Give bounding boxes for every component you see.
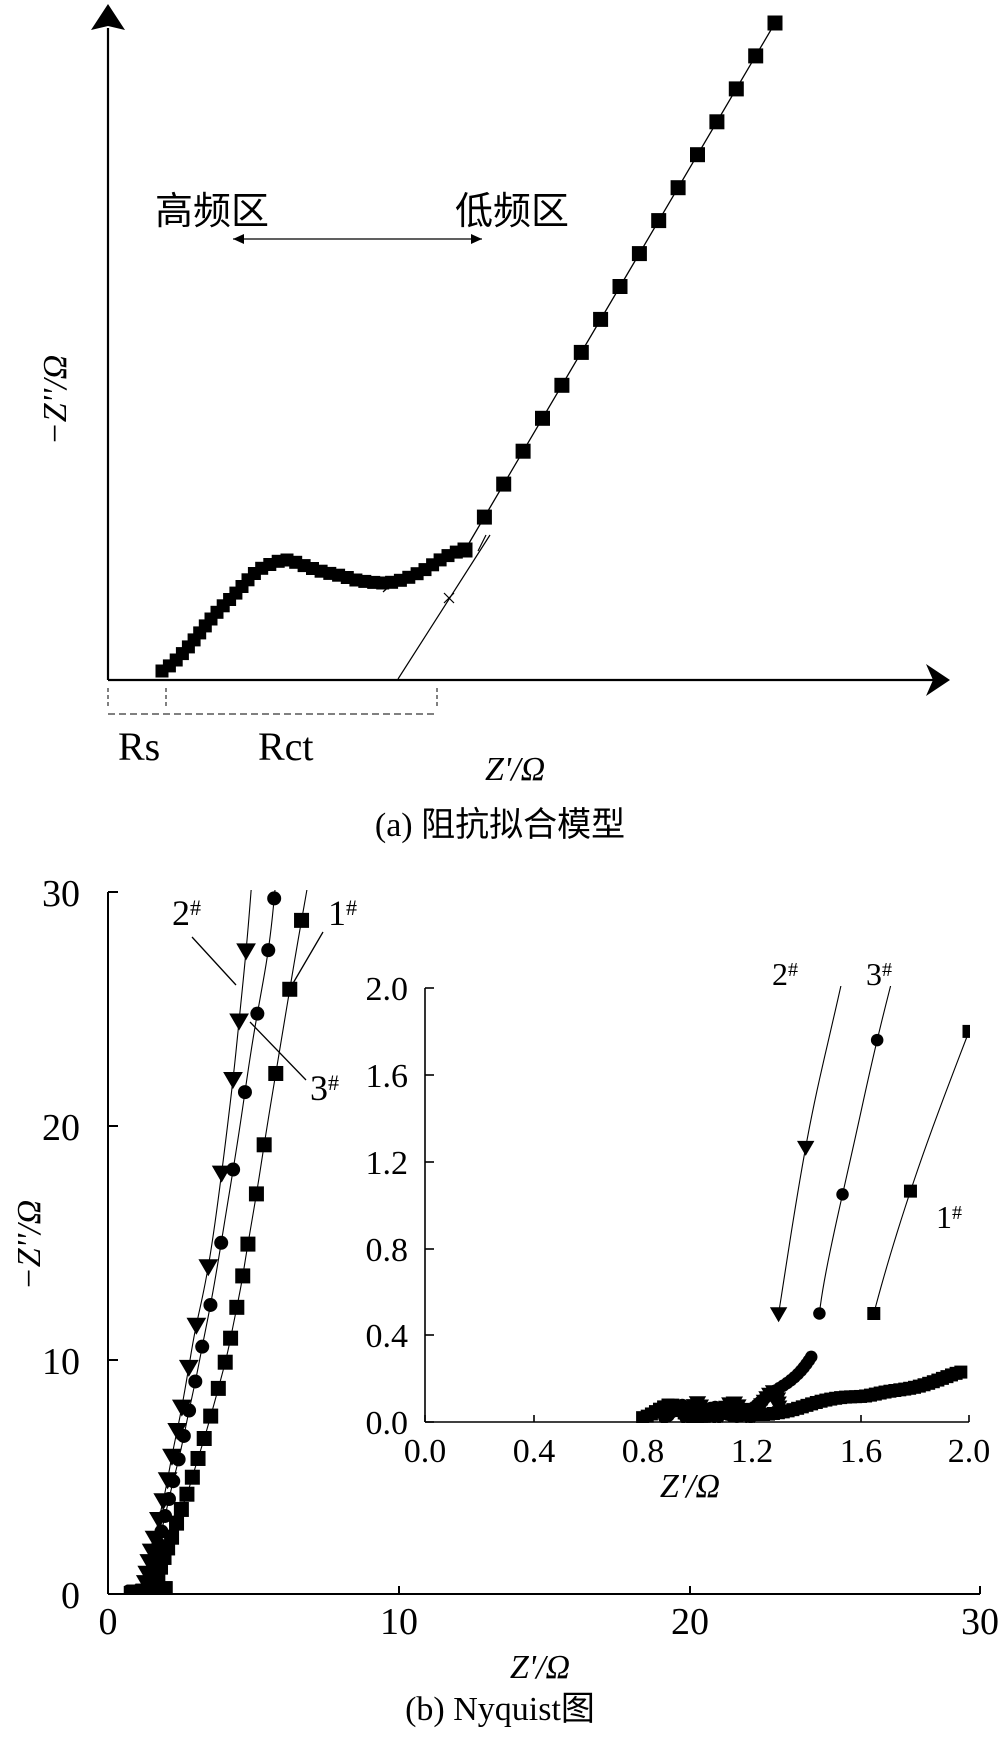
svg-text:0.4: 0.4 (366, 1318, 409, 1355)
svg-text:2.0: 2.0 (948, 1433, 991, 1470)
svg-text:0.0: 0.0 (404, 1433, 447, 1470)
svg-text:0.4: 0.4 (513, 1433, 556, 1470)
svg-text:Rs: Rs (118, 724, 160, 769)
svg-text:3#: 3# (866, 956, 892, 992)
svg-text:高频区: 高频区 (155, 191, 269, 233)
svg-text:1.2: 1.2 (366, 1145, 409, 1182)
svg-text:2#: 2# (172, 893, 201, 933)
svg-text:低频区: 低频区 (455, 191, 569, 233)
svg-text:30: 30 (42, 873, 80, 915)
svg-text:2#: 2# (772, 956, 798, 992)
svg-text:0.0: 0.0 (366, 1405, 409, 1442)
svg-text:0: 0 (99, 1601, 118, 1643)
svg-text:10: 10 (42, 1341, 80, 1383)
svg-text:(a) 阻抗拟合模型: (a) 阻抗拟合模型 (375, 806, 625, 844)
svg-text:Z'/Ω: Z'/Ω (510, 1649, 570, 1686)
svg-text:Rct: Rct (258, 724, 314, 769)
svg-text:0.8: 0.8 (366, 1232, 409, 1269)
svg-text:−Z''/Ω: −Z''/Ω (37, 355, 74, 445)
svg-text:0.8: 0.8 (622, 1433, 665, 1470)
svg-text:(b) Nyquist图: (b) Nyquist图 (405, 1691, 595, 1728)
svg-text:−Z''/Ω: −Z''/Ω (11, 1200, 48, 1290)
svg-text:0: 0 (61, 1575, 80, 1617)
svg-text:10: 10 (380, 1601, 418, 1643)
svg-text:30: 30 (961, 1601, 999, 1643)
svg-text:1#: 1# (936, 1199, 962, 1235)
svg-text:1.2: 1.2 (731, 1433, 774, 1470)
svg-text:1.6: 1.6 (840, 1433, 883, 1470)
svg-text:3#: 3# (310, 1068, 339, 1108)
svg-text:Z'/Ω: Z'/Ω (660, 1468, 720, 1505)
svg-text:Z'/Ω: Z'/Ω (485, 751, 545, 788)
svg-text:20: 20 (42, 1107, 80, 1149)
svg-text:1.6: 1.6 (366, 1058, 409, 1095)
svg-text:2.0: 2.0 (366, 971, 409, 1008)
svg-text:1#: 1# (328, 893, 357, 933)
svg-text:20: 20 (671, 1601, 709, 1643)
